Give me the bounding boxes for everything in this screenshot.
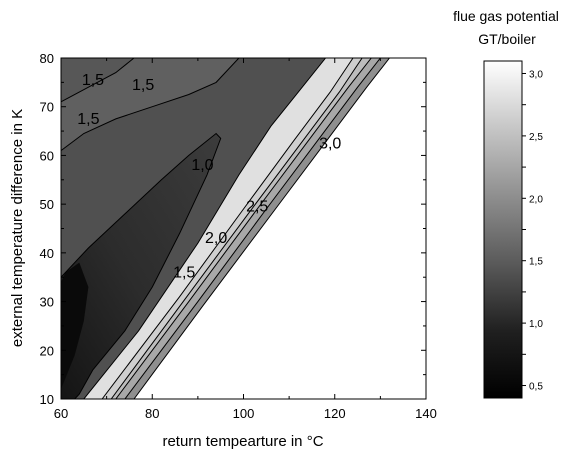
- colorbar-tick-label: 2,5: [529, 132, 543, 143]
- colorbar-tick-label: 1,5: [529, 257, 543, 268]
- colorbar-tick-label: 1,0: [529, 319, 543, 330]
- contour-fill-band: [61, 58, 239, 151]
- contour-label: 1,5: [173, 264, 195, 281]
- x-tick-label: 60: [54, 406, 68, 421]
- colorbar-tick-label: 0,5: [529, 382, 543, 393]
- y-tick-label: 30: [40, 295, 54, 310]
- colorbar-gradient: [483, 60, 523, 399]
- colorbar-title-line1: flue gas potential: [453, 8, 559, 24]
- y-axis-title: external temperature difference in K: [9, 109, 26, 347]
- contour-label: 1,0: [191, 157, 213, 174]
- contour-line: [124, 58, 381, 399]
- plot-area: 1,5 1,5 1,5 1,0 1,5 2,0 2,5 3,0 60 80 100 120 140 1…: [40, 51, 437, 421]
- x-axis-title: return tempearture in °C: [162, 433, 323, 450]
- contour-labels: 1,5 1,5 1,5 1,0 1,5 2,0 2,5 3,0: [77, 72, 341, 281]
- colorbar: flue gas potential GT/boiler 0,5 1,0 1,5 2,…: [453, 8, 559, 399]
- contour-label: 2,5: [246, 199, 268, 216]
- contour-label: 1,5: [77, 111, 99, 128]
- colorbar-tick-label: 3,0: [529, 69, 543, 80]
- colorbar-tick-label: 2,0: [529, 194, 543, 205]
- x-tick-label: 140: [415, 406, 437, 421]
- contour-line: [115, 58, 372, 399]
- y-tick-label: 80: [40, 51, 54, 66]
- contour-lines: [61, 58, 390, 399]
- colorbar-title-line2: GT/boiler: [478, 31, 536, 47]
- contour-line: [61, 58, 135, 103]
- contour-line: [61, 132, 222, 399]
- contour-fill-band: [61, 133, 221, 399]
- x-axis-ticks: 60 80 100 120 140: [54, 58, 437, 421]
- y-axis-ticks: 10 20 30 40 50 60 70 80: [40, 51, 426, 407]
- y-tick-label: 40: [40, 246, 54, 261]
- colorbar-ticks: 0,5 1,0 1,5 2,0 2,5 3,0: [522, 69, 543, 393]
- contour-line: [83, 58, 326, 399]
- contour-line: [110, 58, 363, 399]
- y-tick-label: 50: [40, 197, 54, 212]
- contour-line: [133, 58, 390, 399]
- y-tick-label: 70: [40, 100, 54, 115]
- contour-fill-band: [61, 58, 134, 102]
- y-tick-label: 20: [40, 343, 54, 358]
- x-tick-label: 80: [145, 406, 159, 421]
- contour-label: 1,5: [132, 77, 154, 94]
- contour-fill-band: [61, 262, 89, 390]
- contour-line: [101, 58, 354, 399]
- x-tick-label: 100: [233, 406, 255, 421]
- x-tick-label: 120: [324, 406, 346, 421]
- contour-label: 3,0: [319, 135, 341, 152]
- y-tick-label: 10: [40, 392, 54, 407]
- y-tick-label: 60: [40, 148, 54, 163]
- contour-label: 2,0: [205, 230, 227, 247]
- contour-line: [61, 58, 240, 151]
- contour-label: 1,5: [82, 72, 104, 89]
